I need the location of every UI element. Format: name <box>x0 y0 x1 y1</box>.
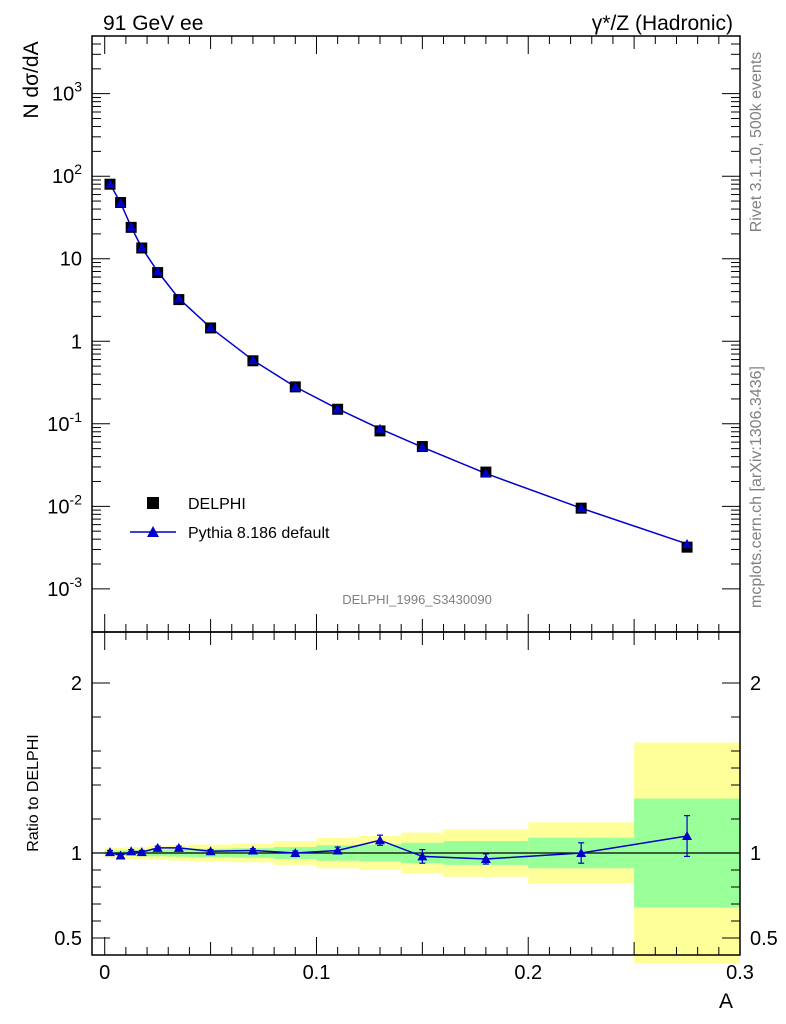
mc-point <box>205 322 216 332</box>
mc-point <box>105 178 115 188</box>
mc-point <box>375 423 385 433</box>
main-y-tick-label: 10-2 <box>47 491 82 518</box>
main-y-tick-label: 1 <box>71 331 82 353</box>
main-y-tick-label: 10-3 <box>47 574 82 601</box>
ratio-y-axis-label: Ratio to DELPHI <box>25 734 42 851</box>
main-y-ticks <box>92 35 740 590</box>
ratio-point <box>290 848 301 857</box>
mc-point <box>136 242 147 252</box>
ratio-point <box>173 842 184 852</box>
ratio-point <box>247 845 258 855</box>
ratio-point <box>136 847 147 857</box>
ratio-point <box>152 842 163 852</box>
rivet-version-label: Rivet 3.1.10, 500k events <box>748 52 765 233</box>
ratio-y-tick-label-left: 2 <box>71 673 82 695</box>
main-panel-frame <box>91 35 741 633</box>
main-y-tick-label: 103 <box>52 79 82 106</box>
ratio-ticks <box>92 632 741 955</box>
mc-point <box>332 403 343 413</box>
ratio-point <box>126 846 137 856</box>
mc-point <box>173 293 184 303</box>
ratio-y-tick-label-left: 1 <box>71 843 82 865</box>
mc-point <box>126 221 137 231</box>
main-panel: 10-3 10-2 10-1 1 10 102 103 N dσ/dA DELPHI_199… <box>20 35 741 633</box>
main-y-tick-labels: 10-3 10-2 10-1 1 10 102 103 <box>47 79 82 601</box>
mc-point <box>480 468 491 478</box>
mc-point <box>576 503 587 513</box>
ratio-point <box>417 851 428 861</box>
analysis-id-label: DELPHI_1996_S3430090 <box>342 592 492 607</box>
x-axis-label: A <box>719 990 733 1013</box>
ratio-panel-frame <box>91 631 741 956</box>
mc-point <box>152 266 163 276</box>
ratio-y-tick-label-left: 0.5 <box>54 928 82 950</box>
mc-point <box>682 538 693 548</box>
x-tick-label: 0.3 <box>726 962 754 984</box>
ratio-point <box>480 853 491 863</box>
ratio-y-tick-label-right: 0.5 <box>750 928 778 950</box>
mc-point <box>290 381 301 391</box>
legend-mc-label: Pythia 8.186 default <box>188 525 330 542</box>
ratio-point <box>682 831 693 840</box>
ratio-point <box>205 846 216 856</box>
header-left-label: 91 GeV ee <box>103 12 203 35</box>
ratio-point <box>115 850 126 860</box>
main-y-tick-label: 10-1 <box>47 409 82 436</box>
ratio-y-tick-label-right: 1 <box>750 843 761 865</box>
ratio-point <box>375 835 385 845</box>
mc-curve <box>109 183 688 545</box>
ratio-point <box>576 848 587 857</box>
header-right-label: γ*/Z (Hadronic) <box>592 12 733 35</box>
main-y-axis-label: N dσ/dA <box>20 41 43 118</box>
ratio-point <box>105 847 115 857</box>
ratio-y-tick-label-right: 2 <box>750 673 761 695</box>
legend-mc-marker <box>147 526 159 537</box>
x-tick-label: 0.1 <box>303 962 331 984</box>
mc-point <box>247 355 258 365</box>
mc-markers <box>105 178 693 548</box>
legend: DELPHI Pythia 8.186 default <box>130 496 330 542</box>
ratio-tick-labels: 0.5 0.5 1 1 2 2 0 0.1 0.2 0.3 <box>54 673 778 984</box>
legend-data-marker <box>147 497 159 509</box>
ratio-panel: 0.5 0.5 1 1 2 2 0 0.1 0.2 0.3 Ratio to DELPHI A <box>25 631 778 1013</box>
main-y-tick-label: 102 <box>52 161 82 188</box>
x-tick-label: 0 <box>99 962 110 984</box>
mc-point <box>115 197 126 207</box>
main-x-ticks <box>104 36 741 632</box>
ratio-markers <box>105 814 693 865</box>
x-tick-label: 0.2 <box>514 962 542 984</box>
mc-point <box>417 442 428 452</box>
main-y-tick-label: 10 <box>60 249 82 271</box>
mcplots-label: mcplots.cern.ch [arXiv:1306.3436] <box>748 366 765 608</box>
legend-data-label: DELPHI <box>188 496 246 513</box>
ratio-point <box>332 845 343 855</box>
